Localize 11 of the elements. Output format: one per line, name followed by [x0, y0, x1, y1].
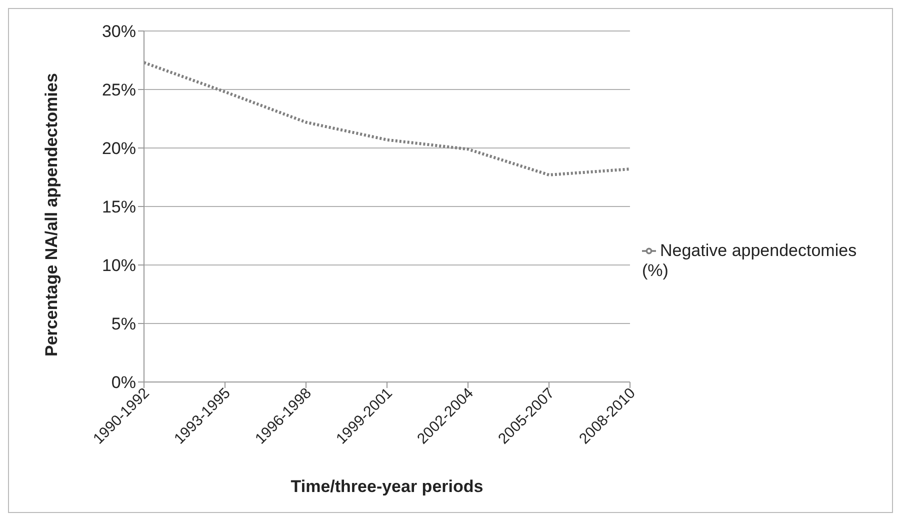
legend-label: Negative appendectomies (%)	[642, 240, 857, 280]
y-tick-label: 0%	[111, 373, 136, 392]
x-axis-title: Time/three-year periods	[290, 477, 484, 496]
y-tick-label: 10%	[102, 256, 136, 276]
y-axis-title: Percentage NA/all appendectomies	[42, 73, 62, 356]
y-tick-label: 25%	[102, 80, 136, 100]
y-tick-label: 20%	[102, 139, 136, 158]
y-tick-label: 5%	[111, 314, 136, 334]
y-tick-label: 30%	[102, 22, 136, 42]
line-series	[142, 61, 632, 176]
y-tick-label: 15%	[102, 198, 136, 217]
